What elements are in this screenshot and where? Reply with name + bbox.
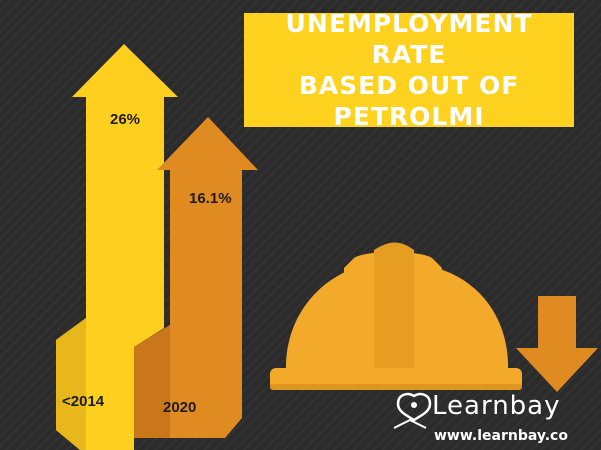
learnbay-logo-icon — [393, 392, 432, 429]
bar-2014 — [56, 44, 178, 450]
down-arrow-icon — [516, 296, 598, 392]
brand-url[interactable]: www.learnbay.co — [434, 428, 568, 444]
category-label-2014: <2014 — [62, 393, 105, 410]
bar-2014-arrowhead — [72, 44, 178, 97]
chart-title: UNEMPLOYMENT RATE BASED OUT OF PETROLMI — [285, 9, 533, 131]
hard-hat-icon — [270, 242, 522, 390]
brand-name: Learnbay — [432, 391, 561, 421]
bar-2020-shadow — [134, 325, 170, 438]
bar-2014-shadow — [56, 318, 86, 450]
data-label-2014: 26% — [110, 111, 141, 128]
category-label-2020: 2020 — [163, 399, 197, 416]
bar-2020-arrowhead — [157, 117, 258, 170]
title-box: UNEMPLOYMENT RATE BASED OUT OF PETROLMI — [244, 9, 574, 131]
bar-2020 — [134, 117, 258, 438]
data-label-2020: 16.1% — [189, 190, 232, 207]
